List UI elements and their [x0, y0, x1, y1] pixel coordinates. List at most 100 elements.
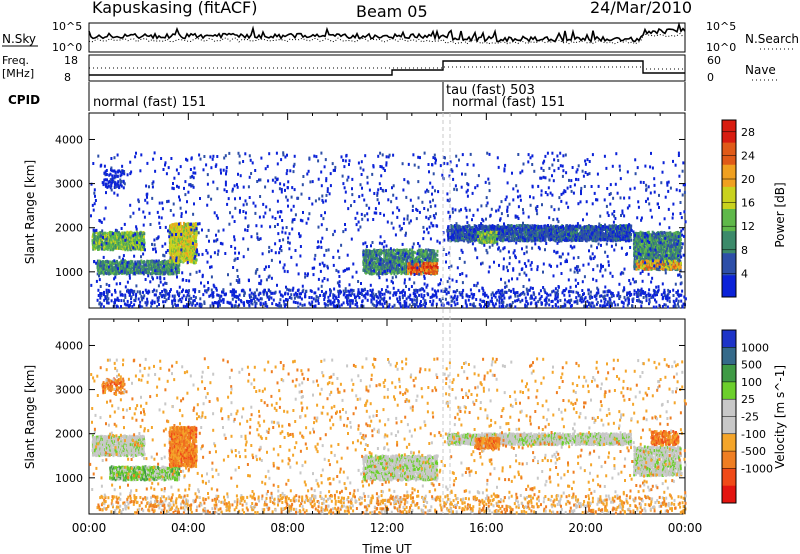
- data-cell: [138, 240, 141, 244]
- data-cell: [138, 269, 141, 273]
- data-cell: [174, 251, 177, 255]
- data-cell: [436, 258, 439, 262]
- data-cell: [172, 271, 175, 275]
- data-cell: [191, 239, 194, 243]
- data-cell: [391, 265, 394, 269]
- data-cell: [383, 250, 386, 254]
- data-cell: [131, 244, 134, 248]
- data-cell: [395, 258, 398, 261]
- data-cell: [99, 236, 102, 240]
- data-cell: [95, 239, 98, 243]
- data-cell: [388, 254, 391, 257]
- data-cell: [158, 259, 160, 263]
- data-cell: [100, 292, 103, 296]
- data-cell: [95, 230, 98, 234]
- data-cell: [166, 267, 169, 271]
- data-cell: [170, 240, 173, 244]
- data-cell: [147, 259, 150, 263]
- data-cell: [148, 267, 151, 271]
- data-cell: [679, 249, 682, 253]
- data-cell: [680, 241, 682, 245]
- noise-right-tick-top: 10^5: [706, 20, 736, 33]
- data-cell: [94, 240, 97, 244]
- data-cell: [374, 256, 377, 260]
- data-cell: [158, 268, 161, 272]
- data-cell: [111, 243, 113, 247]
- data-cell: [195, 246, 198, 250]
- data-cell: [141, 248, 144, 251]
- data-cell: [158, 263, 160, 267]
- data-cell: [151, 268, 154, 272]
- data-cell: [112, 179, 114, 183]
- data-cell: [183, 249, 186, 253]
- data-cell: [115, 231, 118, 235]
- data-cell: [113, 239, 116, 243]
- data-cell: [179, 245, 181, 249]
- data-cell: [106, 262, 109, 266]
- data-cell: [95, 241, 98, 245]
- data-cell: [116, 243, 118, 247]
- data-cell: [435, 270, 438, 274]
- noise-left-tick-top: 10^5: [52, 20, 82, 33]
- data-cell: [172, 240, 175, 244]
- data-cell: [402, 253, 405, 257]
- data-cell: [385, 263, 388, 267]
- data-cell: [124, 231, 127, 235]
- data-cell: [371, 249, 374, 253]
- data-cell: [100, 302, 103, 306]
- data-cell: [107, 237, 110, 241]
- data-cell: [116, 246, 119, 250]
- data-cell: [383, 265, 385, 269]
- data-cell: [579, 224, 582, 228]
- data-cell: [92, 245, 95, 249]
- data-cell: [369, 249, 371, 253]
- data-cell: [363, 265, 366, 269]
- data-cell: [562, 227, 565, 231]
- data-cell: [141, 265, 144, 269]
- data-cell: [387, 253, 390, 257]
- data-cell: [398, 248, 401, 252]
- data-cell: [102, 305, 105, 309]
- data-cell: [190, 258, 193, 262]
- data-cell: [128, 268, 131, 272]
- data-cell: [177, 227, 180, 230]
- noise-right-label: N.Search: [745, 32, 799, 46]
- data-cell: [400, 269, 403, 273]
- data-cell: [149, 262, 152, 266]
- data-cell: [110, 184, 113, 188]
- data-cell: [181, 255, 184, 259]
- data-cell: [408, 248, 411, 252]
- data-cell: [178, 257, 181, 261]
- data-cell: [193, 227, 196, 231]
- data-cell: [365, 269, 368, 273]
- data-cell: [165, 263, 168, 267]
- data-cell: [131, 260, 134, 264]
- data-cell: [178, 268, 181, 272]
- data-cell: [123, 262, 126, 266]
- data-cell: [102, 264, 105, 268]
- cpid-segment-3: normal (fast) 151: [452, 95, 565, 110]
- data-cell: [405, 268, 408, 272]
- data-cell: [119, 268, 122, 272]
- data-cell: [372, 255, 375, 259]
- data-cell: [672, 262, 675, 266]
- data-cell: [117, 235, 120, 238]
- data-cell: [109, 232, 112, 236]
- data-cell: [125, 272, 128, 276]
- data-cell: [364, 267, 367, 271]
- data-cell: [184, 241, 187, 245]
- data-cell: [630, 238, 633, 242]
- data-cell: [362, 263, 365, 266]
- data-cell: [403, 257, 405, 261]
- data-cell: [121, 171, 124, 175]
- data-cell: [115, 271, 118, 275]
- data-cell: [374, 265, 377, 268]
- data-cell: [388, 248, 390, 252]
- cpid-label: CPID: [8, 93, 40, 107]
- data-cell: [172, 237, 175, 241]
- data-cell: [190, 253, 193, 257]
- data-cell: [170, 243, 173, 247]
- data-cell: [140, 231, 143, 235]
- data-cell: [384, 263, 386, 267]
